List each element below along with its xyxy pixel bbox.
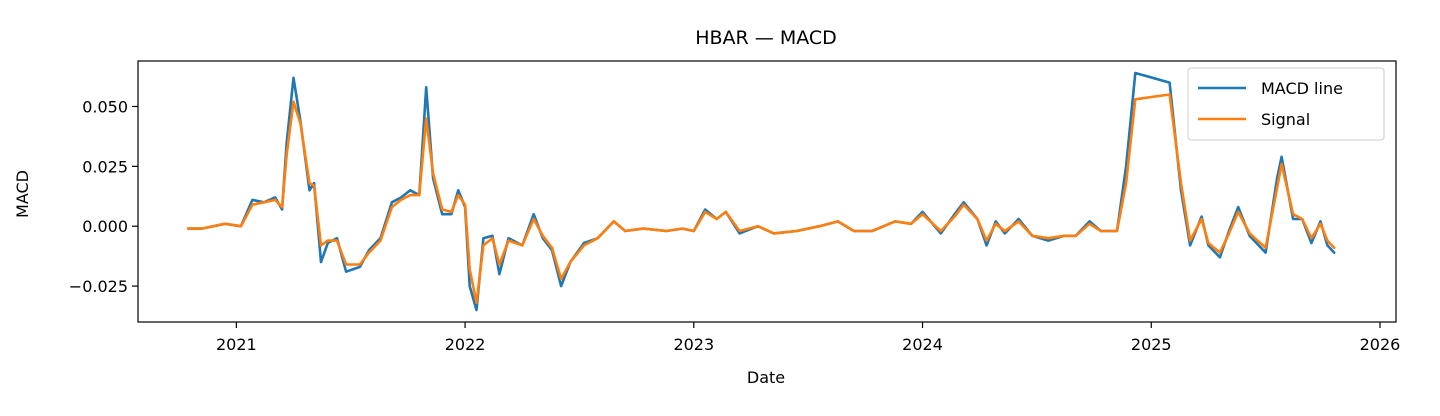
x-tick-label: 2021	[216, 335, 257, 354]
signal-line	[187, 93, 1336, 305]
plot-area	[138, 61, 1396, 322]
x-tick-label: 2022	[445, 335, 486, 354]
y-tick-label: 0.025	[82, 157, 128, 176]
x-tick-label: 2023	[673, 335, 714, 354]
x-axis: 2021 2022 2023 2024 2025 2026	[216, 322, 1400, 354]
y-tick-label: 0.050	[82, 97, 128, 116]
y-axis: −0.025 0.000 0.025 0.050	[69, 97, 138, 296]
legend-label-macd: MACD line	[1261, 79, 1343, 98]
x-tick-label: 2026	[1360, 335, 1401, 354]
x-tick-label: 2025	[1131, 335, 1172, 354]
y-tick-label: −0.025	[69, 277, 128, 296]
chart-title: HBAR — MACD	[695, 27, 837, 49]
legend-label-signal: Signal	[1261, 110, 1310, 129]
series-lines	[187, 71, 1336, 312]
y-tick-label: 0.000	[82, 217, 128, 236]
x-axis-title: Date	[747, 368, 785, 387]
x-tick-label: 2024	[902, 335, 943, 354]
plot-frame	[137, 60, 1397, 323]
legend: MACD line Signal	[1187, 67, 1385, 141]
legend-box	[1187, 67, 1385, 141]
y-axis-title: MACD	[13, 170, 32, 218]
